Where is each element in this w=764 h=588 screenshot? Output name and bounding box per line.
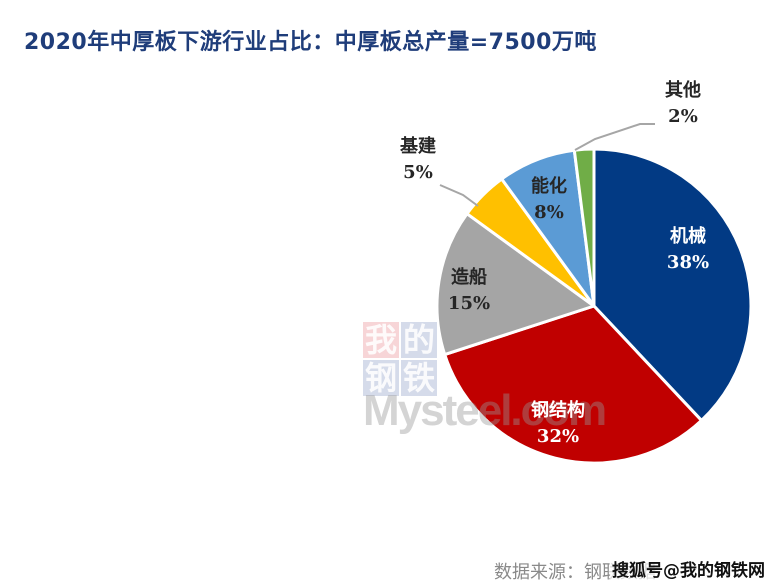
pie-slice	[443, 304, 703, 465]
label-nenghua: 能化 8%	[531, 174, 567, 226]
label-pct: 32%	[536, 426, 580, 447]
watermark-char: 我	[363, 321, 399, 359]
label-pct: 5%	[403, 162, 433, 183]
watermark-char: 钢	[363, 359, 399, 397]
sohu-watermark: 搜狐号@我的钢铁网	[610, 556, 764, 581]
watermark-char: 铁	[401, 359, 437, 397]
label-name: 钢结构	[531, 400, 585, 421]
label-name: 其他	[665, 80, 701, 101]
label-name: 造船	[451, 267, 487, 288]
label-pct: 2%	[668, 106, 698, 127]
watermark-brand: Mysteel.com	[363, 386, 607, 435]
leader-line	[574, 123, 655, 151]
pie-slice	[592, 147, 753, 422]
leader-line	[439, 184, 479, 207]
watermark-char: 的	[401, 321, 437, 359]
label-name: 机械	[670, 226, 706, 247]
label-gangjiegou: 钢结构 32%	[531, 398, 585, 450]
label-pct: 38%	[666, 252, 710, 273]
label-name: 能化	[531, 176, 567, 197]
label-pct: 8%	[534, 202, 564, 223]
label-qita: 其他 2%	[665, 78, 701, 130]
chart-title: 2020年中厚板下游行业占比：中厚板总产量=7500万吨	[24, 30, 597, 55]
label-zaochuan: 造船 15%	[448, 265, 490, 317]
label-pct: 15%	[447, 293, 491, 314]
label-jixie: 机械 38%	[667, 224, 709, 276]
pie-slice	[435, 212, 596, 357]
label-jijian: 基建 5%	[400, 134, 436, 186]
pie-slice	[572, 147, 596, 308]
label-name: 基建	[400, 136, 436, 157]
